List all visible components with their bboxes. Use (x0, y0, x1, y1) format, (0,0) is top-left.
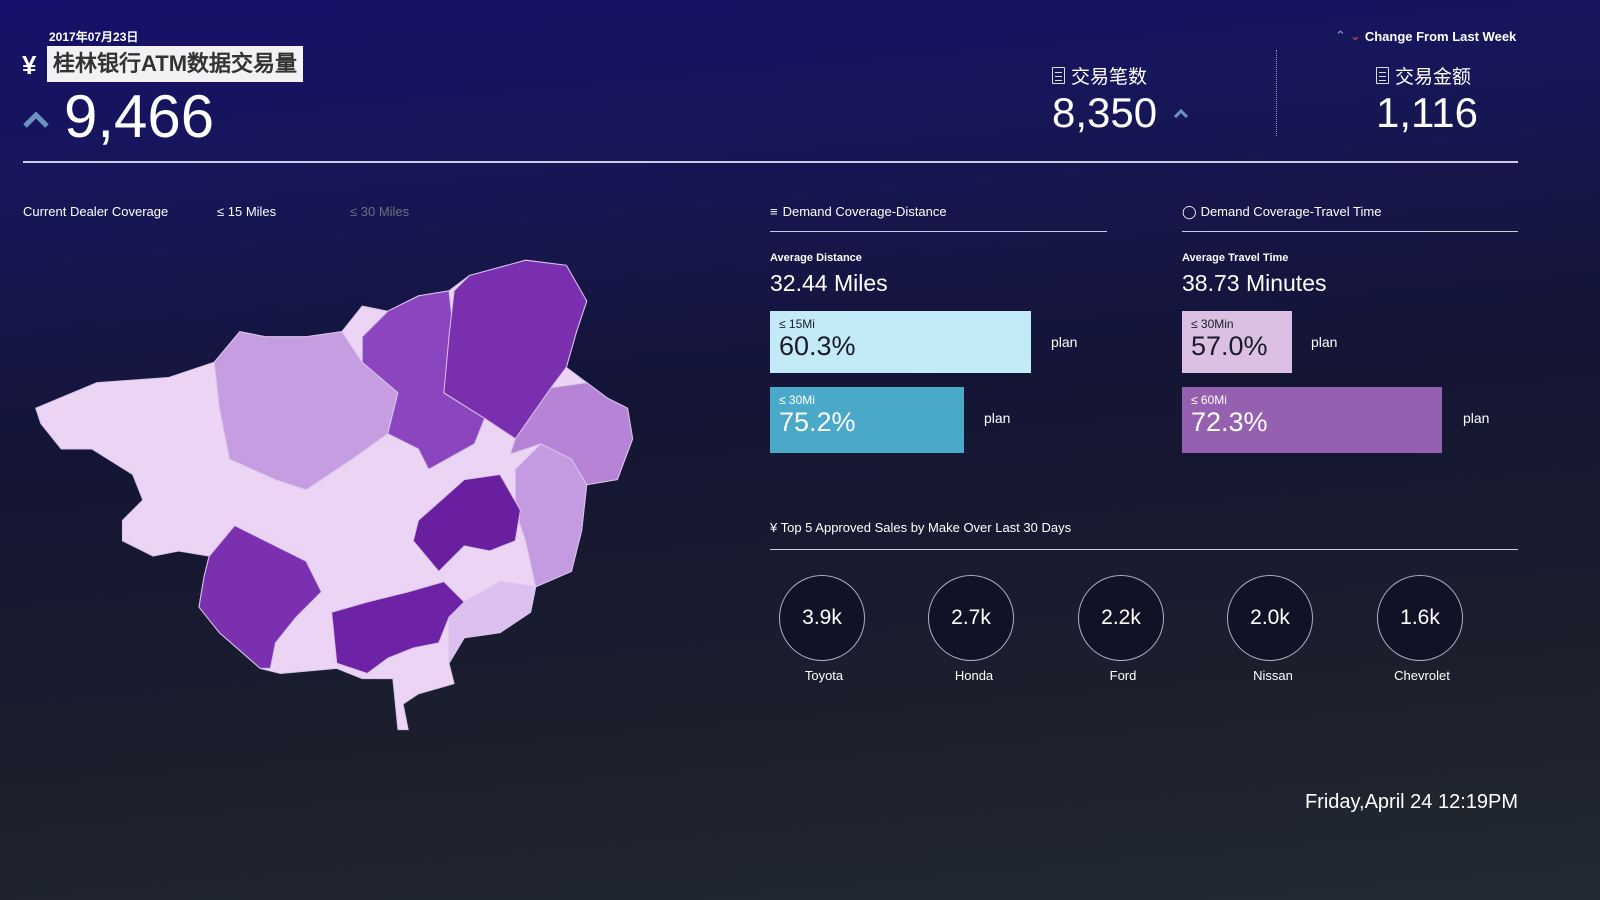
travel-bar-60mi: ≤ 60Mi 72.3% (1182, 387, 1442, 453)
bar-value: 75.2% (779, 407, 856, 437)
distance-section-title: ≡ Demand Coverage-Distance (770, 204, 947, 219)
avg-travel-value: 38.73 Minutes (1182, 270, 1327, 296)
make-label: Chevrolet (1394, 668, 1450, 683)
make-circle-honda: 2.7k (928, 575, 1014, 661)
header-divider (23, 161, 1518, 163)
make-circle-chevrolet: 1.6k (1377, 575, 1463, 661)
bar-value: 57.0% (1191, 331, 1268, 361)
map-region-northeast[interactable] (443, 259, 588, 440)
trend-up-icon (1174, 108, 1189, 118)
make-circle-ford: 2.2k (1078, 575, 1164, 661)
bar-label: ≤ 60Mi (1191, 393, 1227, 407)
map-region-east[interactable] (509, 382, 634, 486)
travel-bar-30min: ≤ 30Min 57.0% (1182, 311, 1292, 373)
bar-value: 60.3% (779, 331, 856, 361)
avg-distance-label: Average Distance (770, 252, 862, 264)
map-title: Current Dealer Coverage (23, 204, 169, 219)
kpi-transaction-count: 交易笔数 8,350 (1052, 62, 1189, 137)
plan-label: plan (1051, 334, 1078, 350)
map-region-southeast[interactable] (514, 443, 588, 588)
map-region-center[interactable] (412, 473, 521, 573)
avg-travel-label: Average Travel Time (1182, 252, 1289, 264)
bar-label: ≤ 15Mi (779, 317, 815, 331)
plan-label: plan (1463, 410, 1490, 426)
map-region-south[interactable] (331, 581, 466, 675)
top5-divider (770, 549, 1518, 550)
document-icon (1052, 67, 1065, 84)
change-legend: ⌃ ⌄ Change From Last Week (1335, 28, 1516, 44)
make-circle-nissan: 2.0k (1227, 575, 1313, 661)
make-label: Nissan (1253, 668, 1293, 683)
kpi-label: 交易金额 (1395, 67, 1472, 88)
main-value: 9,466 (64, 83, 215, 150)
make-label: Honda (954, 668, 994, 683)
travel-divider (1182, 231, 1518, 232)
trend-up-icon (23, 112, 49, 128)
make-label: Toyota (804, 668, 844, 683)
change-legend-label: Change From Last Week (1364, 28, 1517, 44)
distance-bar-15mi: ≤ 15Mi 60.3% (770, 311, 1031, 373)
document-icon (1376, 67, 1389, 84)
page-title: 桂林银行ATM数据交易量 (47, 46, 304, 82)
kpi-value: 1,116 (1376, 89, 1478, 136)
yen-icon: ¥ (22, 50, 37, 80)
kpi-value: 8,350 (1052, 89, 1158, 136)
down-chevron-icon: ⌄ (1349, 28, 1361, 43)
travel-section-title: ◯ Demand Coverage-Travel Time (1182, 204, 1382, 219)
map-region-southwest[interactable] (198, 524, 323, 669)
map-region-south-coast[interactable] (448, 581, 537, 666)
plan-label: plan (1311, 334, 1338, 350)
kpi-divider (1276, 50, 1277, 136)
make-label: Ford (1109, 668, 1137, 683)
bar-label: ≤ 30Min (1191, 317, 1234, 331)
current-datetime: Friday,April 24 12:19PM (1304, 791, 1518, 813)
avg-distance-value: 32.44 Miles (770, 270, 888, 296)
distance-divider (770, 231, 1107, 232)
filter-30-miles[interactable]: ≤ 30 Miles (350, 204, 410, 219)
top5-title: ¥ Top 5 Approved Sales by Make Over Last… (770, 520, 1072, 535)
distance-bar-30mi: ≤ 30Mi 75.2% (770, 387, 964, 453)
clock-icon: ◯ (1182, 204, 1197, 219)
kpi-label: 交易笔数 (1071, 67, 1148, 88)
make-circle-toyota: 3.9k (779, 575, 865, 661)
bar-value: 72.3% (1191, 407, 1268, 437)
plan-label: plan (984, 410, 1011, 426)
bar-label: ≤ 30Mi (779, 393, 815, 407)
list-icon: ≡ (770, 204, 778, 219)
kpi-transaction-amount: 交易金额 1,116 (1376, 62, 1478, 137)
map-region-north[interactable] (361, 290, 486, 471)
report-date: 2017年07月23日 (49, 30, 139, 44)
up-chevron-icon: ⌃ (1335, 28, 1346, 43)
filter-15-miles[interactable]: ≤ 15 Miles (217, 204, 277, 219)
